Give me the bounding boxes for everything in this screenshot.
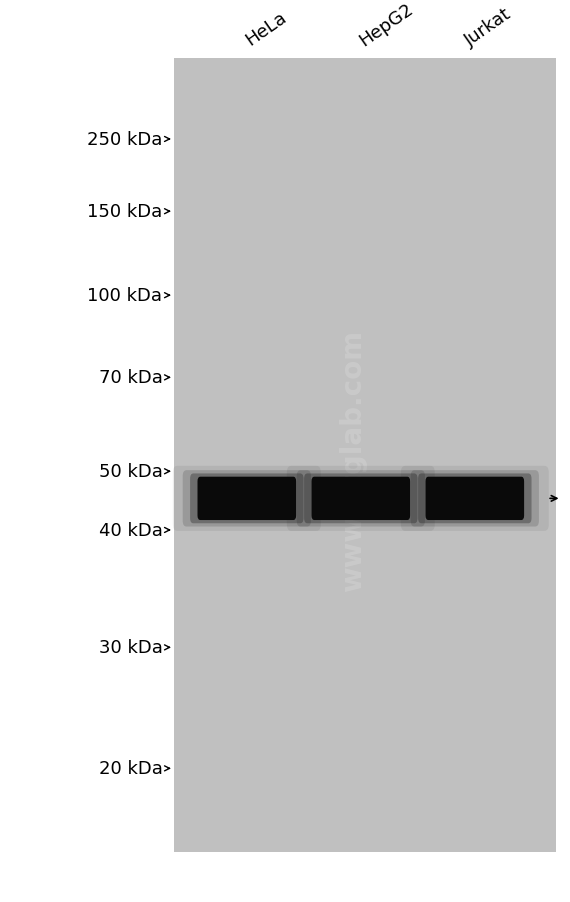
Text: 250 kDa: 250 kDa xyxy=(87,131,162,149)
FancyBboxPatch shape xyxy=(311,477,410,520)
FancyBboxPatch shape xyxy=(190,474,303,524)
Text: 40 kDa: 40 kDa xyxy=(99,521,162,539)
Text: HepG2: HepG2 xyxy=(356,0,417,50)
Text: Jurkat: Jurkat xyxy=(462,5,515,50)
FancyBboxPatch shape xyxy=(297,471,425,527)
Text: HeLa: HeLa xyxy=(242,9,290,50)
Text: 20 kDa: 20 kDa xyxy=(99,759,162,778)
FancyBboxPatch shape xyxy=(287,466,435,531)
Bar xyxy=(174,59,556,852)
Text: www.ptglab.com: www.ptglab.com xyxy=(339,329,368,591)
FancyBboxPatch shape xyxy=(401,466,549,531)
FancyBboxPatch shape xyxy=(411,471,539,527)
Text: 150 kDa: 150 kDa xyxy=(87,203,162,221)
FancyBboxPatch shape xyxy=(304,474,417,524)
FancyBboxPatch shape xyxy=(425,477,524,520)
FancyBboxPatch shape xyxy=(418,474,531,524)
FancyBboxPatch shape xyxy=(173,466,321,531)
FancyBboxPatch shape xyxy=(197,477,296,520)
Text: 50 kDa: 50 kDa xyxy=(99,463,162,481)
FancyBboxPatch shape xyxy=(183,471,311,527)
Text: 30 kDa: 30 kDa xyxy=(99,639,162,657)
Text: 70 kDa: 70 kDa xyxy=(99,369,162,387)
Text: 100 kDa: 100 kDa xyxy=(87,287,162,305)
